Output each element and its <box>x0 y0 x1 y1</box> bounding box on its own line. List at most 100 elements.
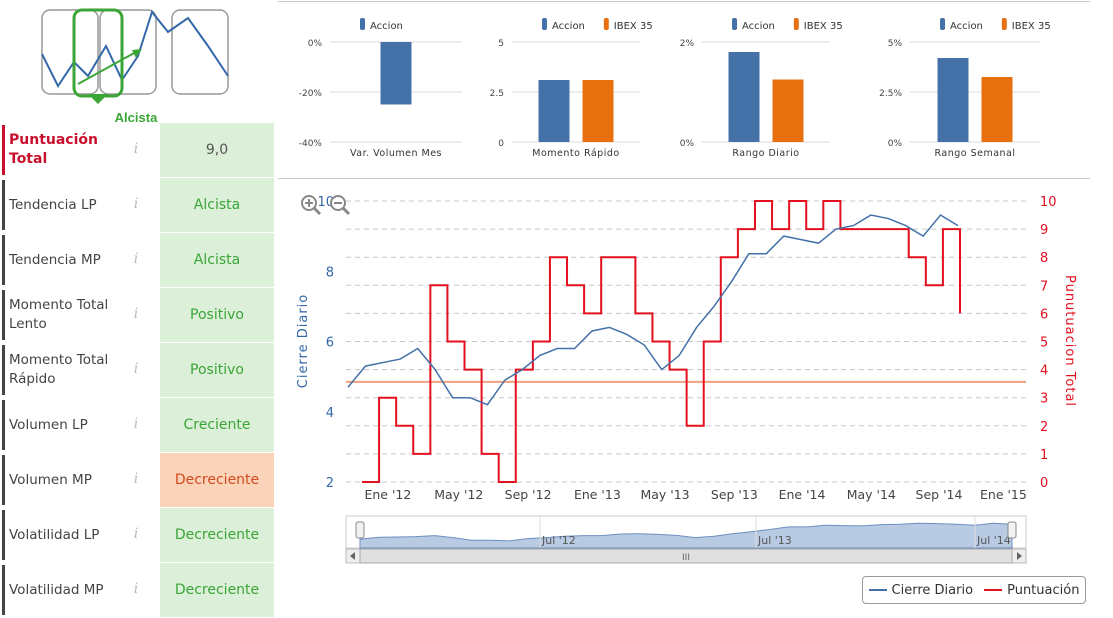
legend-swatch <box>794 18 799 30</box>
y-tick-label: 2.5% <box>879 89 902 99</box>
legend-label: Accion <box>552 21 585 32</box>
table-row: Volatilidad MP i Decreciente <box>2 563 274 618</box>
zoom-in-icon[interactable] <box>300 194 322 216</box>
y2-tick-label: 7 <box>1040 279 1048 294</box>
x-category-label: Var. Volumen Mes <box>350 148 442 159</box>
scroll-right-icon[interactable] <box>1017 552 1022 560</box>
y-tick-label: 0% <box>680 139 695 149</box>
table-row: Momento Total Rápido i Positivo <box>2 343 274 398</box>
row-value: Positivo <box>160 288 274 342</box>
y2-tick-label: 1 <box>1040 448 1048 463</box>
row-value: Decreciente <box>160 453 274 507</box>
x-tick-label: May '12 <box>434 487 483 502</box>
navigator-handle-right[interactable] <box>1008 522 1016 538</box>
scroll-left-icon[interactable] <box>350 552 355 560</box>
y2-axis-title: Punutuacion Total <box>1062 275 1077 407</box>
series-cierre-diario <box>348 215 958 405</box>
y2-tick-label: 5 <box>1040 336 1048 351</box>
info-icon[interactable]: i <box>128 306 144 324</box>
y2-tick-label: 4 <box>1040 364 1048 379</box>
navigator-tick-label: Jul '12 <box>541 534 576 547</box>
bar-accion <box>729 52 760 142</box>
scrollbar-track <box>346 549 1026 563</box>
legend-item-cierre[interactable]: Cierre Diario <box>869 583 974 598</box>
table-row: Volumen MP i Decreciente <box>2 453 274 508</box>
info-icon[interactable]: i <box>128 471 144 489</box>
bar-accion <box>381 42 412 105</box>
x-tick-label: Sep '13 <box>711 487 758 502</box>
row-label: Momento Total Rápido <box>2 345 137 395</box>
bar-ibex-35 <box>773 80 804 143</box>
navigator-series <box>360 523 1012 548</box>
zoom-out-icon[interactable] <box>329 194 351 216</box>
legend-swatch <box>360 18 365 30</box>
legend-swatch <box>604 18 609 30</box>
y2-tick-label: 3 <box>1040 392 1048 407</box>
y-tick-label: 5% <box>888 39 903 49</box>
row-label: Volumen MP <box>2 455 137 505</box>
row-value: Decreciente <box>160 508 274 562</box>
y-tick-label: -40% <box>299 139 323 149</box>
table-row: Tendencia MP i Alcista <box>2 233 274 288</box>
row-label: Volatilidad MP <box>2 565 137 615</box>
y-tick-label: 0% <box>888 139 903 149</box>
y-tick-label: 4 <box>326 406 334 421</box>
x-tick-label: May '14 <box>847 487 896 502</box>
x-tick-label: Ene '14 <box>779 487 826 502</box>
x-tick-label: Sep '12 <box>505 487 552 502</box>
legend-swatch <box>940 18 945 30</box>
x-category-label: Momento Rápido <box>532 148 619 159</box>
legend-label: Puntuación <box>1007 583 1079 598</box>
table-row: Volumen LP i Creciente <box>2 398 274 453</box>
row-label: Volatilidad LP <box>2 510 137 560</box>
y-tick-label: 2% <box>680 39 695 49</box>
info-icon[interactable]: i <box>128 581 144 599</box>
legend-label: Accion <box>950 21 983 32</box>
y2-tick-label: 2 <box>1040 420 1048 435</box>
legend-label: Cierre Diario <box>892 583 974 598</box>
y-axis-title: Cierre Diario <box>296 294 311 389</box>
chart-legend: Cierre Diario Puntuación <box>862 576 1086 604</box>
navigator-frame <box>346 516 1026 548</box>
x-tick-label: Ene '15 <box>980 487 1027 502</box>
bar-accion <box>539 80 570 142</box>
legend-label: Accion <box>370 21 403 32</box>
mini-chart-4: Accion IBEX 35 5% 2.5% 0% Rango Semanal <box>879 18 1051 159</box>
legend-item-puntuacion[interactable]: Puntuación <box>984 583 1079 598</box>
x-category-label: Rango Semanal <box>934 148 1015 159</box>
y2-tick-label: 9 <box>1040 223 1048 238</box>
row-value: Alcista <box>160 178 274 232</box>
y-tick-label: 8 <box>326 265 334 280</box>
y-tick-label: 2 <box>326 476 334 491</box>
legend-swatch <box>542 18 547 30</box>
y2-tick-label: 10 <box>1040 195 1057 210</box>
y-tick-label: 2.5 <box>490 89 504 99</box>
navigator-handle-left[interactable] <box>356 522 364 538</box>
y2-tick-label: 0 <box>1040 476 1048 491</box>
navigator-tick-label: Jul '14 <box>976 534 1011 547</box>
info-icon[interactable]: i <box>128 251 144 269</box>
row-label: Volumen LP <box>2 400 137 450</box>
info-icon[interactable]: i <box>128 361 144 379</box>
legend-swatch <box>732 18 737 30</box>
x-tick-label: Sep '14 <box>916 487 963 502</box>
bar-ibex-35 <box>982 77 1013 142</box>
row-label: Momento Total Lento <box>2 290 137 340</box>
info-icon[interactable]: i <box>128 526 144 544</box>
info-icon[interactable]: i <box>128 196 144 214</box>
row-value: Creciente <box>160 398 274 452</box>
divider <box>278 178 1090 179</box>
x-tick-label: Ene '13 <box>574 487 621 502</box>
info-icon[interactable]: i <box>128 416 144 434</box>
table-row: Volatilidad LP i Decreciente <box>2 508 274 563</box>
scrollbar-grip: III <box>682 553 690 563</box>
legend-label: IBEX 35 <box>1012 21 1051 32</box>
bar-ibex-35 <box>583 80 614 142</box>
x-tick-label: Ene '12 <box>364 487 411 502</box>
row-value: Alcista <box>160 233 274 287</box>
scrollbar-thumb[interactable] <box>360 549 1012 563</box>
